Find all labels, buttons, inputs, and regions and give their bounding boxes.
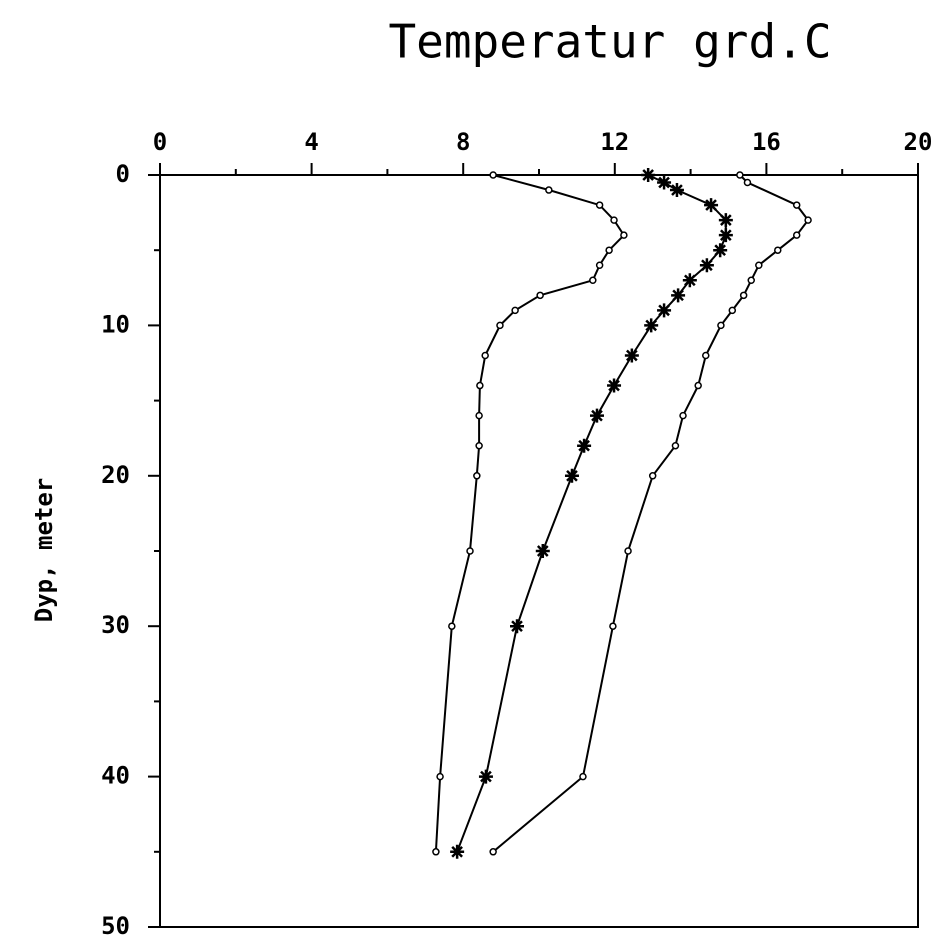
circle-marker: [747, 276, 755, 285]
asterisk-marker: [607, 378, 622, 393]
circle-marker: [432, 848, 440, 856]
circle-marker: [609, 622, 617, 630]
profile-line: [492, 174, 810, 853]
circle-marker: [694, 381, 702, 390]
circle-marker: [481, 351, 489, 360]
y-tick-label: 0: [116, 160, 130, 188]
circle-marker: [473, 472, 481, 480]
circle-marker: [589, 276, 597, 285]
asterisk-marker: [657, 175, 672, 190]
circle-marker: [792, 231, 801, 239]
circle-marker: [605, 246, 613, 254]
asterisk-marker: [450, 844, 465, 859]
asterisk-marker: [704, 198, 719, 213]
circle-marker: [579, 772, 587, 781]
circle-marker: [679, 411, 687, 420]
x-tick-label: 0: [153, 128, 167, 156]
circle-marker: [536, 291, 544, 300]
x-tick-label: 4: [304, 128, 318, 156]
x-tick-label: 16: [752, 128, 781, 156]
circle-marker: [717, 321, 725, 330]
circle-marker: [728, 306, 737, 315]
circle-marker: [496, 321, 504, 330]
asterisk-marker: [641, 168, 656, 182]
asterisk-marker: [564, 468, 579, 483]
asterisk-marker: [624, 348, 639, 363]
circle-marker: [595, 261, 604, 269]
circle-marker: [436, 772, 444, 781]
circle-marker: [489, 171, 497, 179]
y-tick-label: 40: [101, 762, 130, 790]
y-tick-label: 50: [101, 912, 130, 940]
circle-marker: [476, 381, 484, 390]
circle-marker: [448, 622, 456, 630]
x-tick-label: 8: [456, 128, 470, 156]
x-tick-label: 20: [904, 128, 933, 156]
asterisk-marker: [718, 228, 733, 243]
circle-marker: [466, 547, 474, 555]
asterisk-marker: [644, 318, 659, 333]
y-tick-label: 10: [101, 310, 130, 338]
circle-marker: [743, 178, 752, 187]
circle-marker: [648, 472, 657, 480]
asterisk-marker: [510, 619, 525, 634]
circle-marker: [671, 441, 680, 450]
circle-marker: [804, 216, 812, 224]
asterisk-marker: [718, 213, 733, 228]
circle-marker: [595, 201, 604, 209]
asterisk-marker: [657, 303, 672, 318]
asterisk-marker: [535, 544, 550, 558]
asterisk-marker: [577, 438, 592, 453]
asterisk-marker: [699, 258, 714, 273]
circle-marker: [755, 261, 763, 269]
asterisk-marker: [671, 288, 686, 303]
circle-marker: [620, 231, 628, 239]
circle-marker: [774, 246, 782, 254]
circle-marker: [511, 306, 519, 315]
circle-marker: [475, 441, 483, 450]
asterisk-marker: [669, 183, 684, 198]
circle-marker: [702, 351, 710, 360]
y-axis-label: Dyp, meter: [30, 478, 58, 623]
asterisk-marker: [589, 408, 604, 423]
asterisk-marker: [682, 273, 697, 288]
circle-marker: [475, 411, 483, 420]
circle-marker: [545, 186, 553, 194]
asterisk-marker: [713, 243, 728, 258]
y-tick-label: 30: [101, 611, 130, 639]
circle-marker: [624, 547, 632, 555]
circle-marker: [610, 216, 618, 224]
circle-marker: [736, 171, 744, 179]
circle-marker: [739, 291, 748, 300]
x-tick-label: 12: [600, 128, 629, 156]
profile-line: [434, 174, 626, 852]
y-tick-label: 20: [101, 461, 130, 489]
chart-title: Temperatur grd.C: [388, 15, 831, 69]
circle-marker: [489, 848, 497, 856]
circle-marker: [792, 201, 801, 209]
asterisk-marker: [478, 769, 493, 784]
